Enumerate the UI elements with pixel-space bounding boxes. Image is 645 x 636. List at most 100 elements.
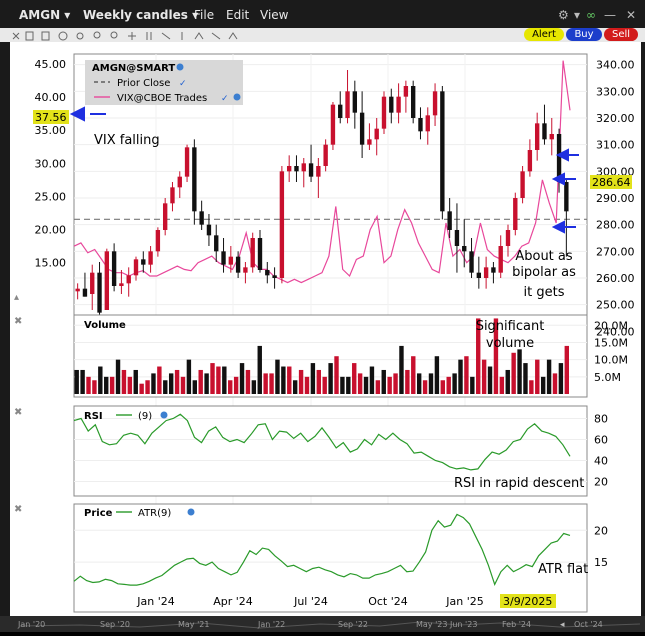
- candle-body: [534, 123, 540, 150]
- candle: [520, 166, 525, 204]
- close-panel-icon: ✖: [14, 407, 22, 418]
- volume-bar: [298, 369, 304, 394]
- volume-bar: [310, 363, 316, 394]
- volume-bar: [251, 380, 257, 394]
- y-tick-label: 340.00: [596, 59, 635, 72]
- candle: [505, 224, 511, 257]
- volume-bar: [192, 380, 197, 394]
- candle-body: [505, 230, 511, 246]
- candle-body: [556, 134, 562, 182]
- legend-box: [85, 60, 243, 105]
- candle-body: [286, 166, 292, 172]
- fib-icon: [228, 32, 238, 40]
- candle: [345, 70, 350, 124]
- annotation-volume-1: Significant: [476, 319, 545, 334]
- chevron-down-icon[interactable]: ▾: [574, 8, 581, 22]
- overview-tick-label: Jan '20: [17, 620, 45, 629]
- volume-bar: [546, 359, 552, 394]
- y-tick-label: 240.00: [596, 325, 635, 338]
- candle-body: [279, 171, 285, 278]
- candle: [534, 112, 540, 161]
- candle: [301, 158, 306, 188]
- volume-bar: [222, 366, 227, 394]
- price-legend: AMGN@SMART Prior Close ✓ VIX@CBOE Trades…: [85, 60, 243, 105]
- candle: [250, 232, 255, 273]
- candle: [162, 198, 168, 236]
- volume-bar: [434, 356, 440, 394]
- y-tick-label: 250.00: [596, 299, 635, 312]
- menu-view[interactable]: View: [260, 8, 289, 22]
- volume-bar: [275, 359, 280, 394]
- candle-body: [214, 235, 219, 252]
- volume-bar: [381, 369, 386, 394]
- check-icon: ✓: [179, 79, 187, 89]
- candle-body: [513, 198, 518, 230]
- y-tick-label: 330.00: [596, 85, 635, 98]
- minimize-icon[interactable]: —: [604, 8, 616, 22]
- candle: [90, 264, 95, 310]
- volume-bar: [328, 363, 333, 394]
- sell-button[interactable]: Sell: [604, 28, 638, 41]
- menu-file[interactable]: File: [194, 8, 215, 22]
- close-icon[interactable]: ✕: [626, 8, 637, 22]
- candle: [338, 91, 343, 124]
- candle: [316, 158, 321, 198]
- globe-icon: [160, 411, 168, 419]
- volume-bar: [210, 363, 215, 394]
- volume-bar: [233, 376, 239, 394]
- candle-body: [133, 259, 139, 276]
- symbol-selector[interactable]: AMGN ▾: [19, 8, 71, 22]
- scroll-handle-icon: ◂: [560, 620, 565, 630]
- candle: [513, 192, 518, 236]
- volume-bar: [127, 376, 133, 394]
- rsi-line: [73, 413, 571, 471]
- candle-body: [104, 251, 110, 310]
- volume-bar: [168, 373, 174, 394]
- candle-body: [476, 272, 482, 278]
- candle-body: [90, 272, 95, 294]
- volume-bar: [405, 369, 410, 394]
- volume-bar: [115, 359, 121, 394]
- link-icon[interactable]: ∞: [586, 8, 596, 22]
- volume-bar: [263, 373, 268, 394]
- y-tick-label: 270.00: [596, 245, 635, 258]
- trend-icon: [194, 32, 204, 40]
- candle-body: [359, 112, 365, 145]
- period-selector[interactable]: Weekly candles ▾: [83, 8, 199, 22]
- volume-bar: [416, 373, 422, 394]
- candle: [126, 267, 131, 297]
- panel-handle-icon: ▴: [14, 292, 19, 303]
- volume-bar: [281, 366, 286, 394]
- chart-toolbar: [0, 28, 645, 42]
- candle: [294, 155, 299, 182]
- annotation-vix-falling: VIX falling: [94, 133, 160, 148]
- overview-tick-label: Jun '23: [449, 620, 477, 629]
- menu-edit[interactable]: Edit: [226, 8, 250, 22]
- x-tick-label: Jan '24: [136, 595, 174, 608]
- candle: [141, 251, 146, 273]
- overview-tick-label: Oct '24: [574, 620, 603, 629]
- overview-scrollbar[interactable]: Jan '20 Sep '20 May '21 Jan '22 Sep '22 May '…: [0, 616, 645, 632]
- volume-bar: [334, 356, 339, 394]
- candle-body: [235, 256, 241, 273]
- buy-button[interactable]: Buy: [566, 28, 602, 41]
- candle: [265, 262, 270, 284]
- candle: [374, 118, 379, 156]
- date-marker-label: 3/9/2025: [503, 595, 552, 608]
- annotation-bipolar-3: it gets: [524, 285, 565, 300]
- alert-button[interactable]: Alert: [524, 28, 564, 41]
- volume-tick-label: 5.0M: [594, 371, 621, 384]
- volume-bar: [151, 373, 156, 394]
- candle-body: [82, 288, 88, 297]
- candle: [330, 102, 336, 150]
- volume-bar: [198, 369, 203, 394]
- candle-body: [418, 118, 423, 132]
- candle: [104, 248, 110, 310]
- candle-body: [367, 139, 372, 145]
- candle: [498, 235, 503, 278]
- legend-vix: VIX@CBOE Trades: [117, 93, 207, 104]
- rsi-tick-label: 20: [594, 476, 608, 489]
- candle-body: [374, 128, 379, 140]
- gear-icon[interactable]: ⚙: [558, 8, 569, 22]
